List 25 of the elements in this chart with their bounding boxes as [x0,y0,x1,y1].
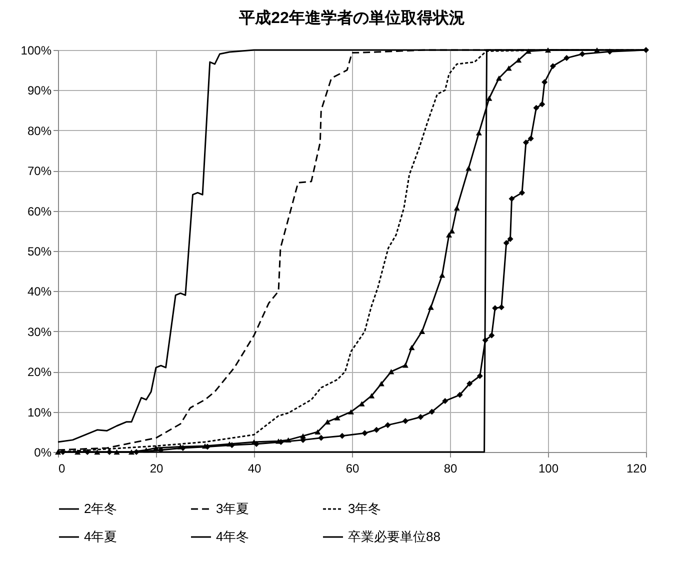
x-tick-label: 40 [248,462,262,476]
y-tick-label: 60% [27,204,52,218]
y-tick-label: 0% [34,446,52,460]
y-tick-label: 30% [27,324,52,339]
y-tick-label: 10% [27,405,52,420]
x-tick-label: 0 [58,462,66,476]
legend-label: 4年夏 [84,529,118,544]
y-tick-label: 70% [27,164,52,178]
x-tick-label: 100 [538,462,559,476]
x-tick-label: 20 [150,462,164,476]
x-tick-label: 80 [444,462,458,476]
chart-title: 平成22年進学者の単位取得状況 [238,9,465,27]
legend-label: 2年冬 [84,501,118,516]
y-tick-label: 80% [27,124,52,138]
y-tick-label: 40% [27,284,52,299]
y-tick-label: 100% [20,44,52,58]
legend-label: 3年夏 [216,501,250,516]
x-tick-label: 60 [346,462,360,476]
y-tick-label: 50% [27,244,52,258]
x-tick-label: 120 [626,462,647,476]
y-tick-label: 90% [27,84,52,98]
y-tick-label: 20% [27,365,52,380]
legend-label: 4年冬 [216,529,250,544]
legend-label: 卒業必要単位88 [348,529,440,544]
legend-label: 3年冬 [348,501,382,516]
